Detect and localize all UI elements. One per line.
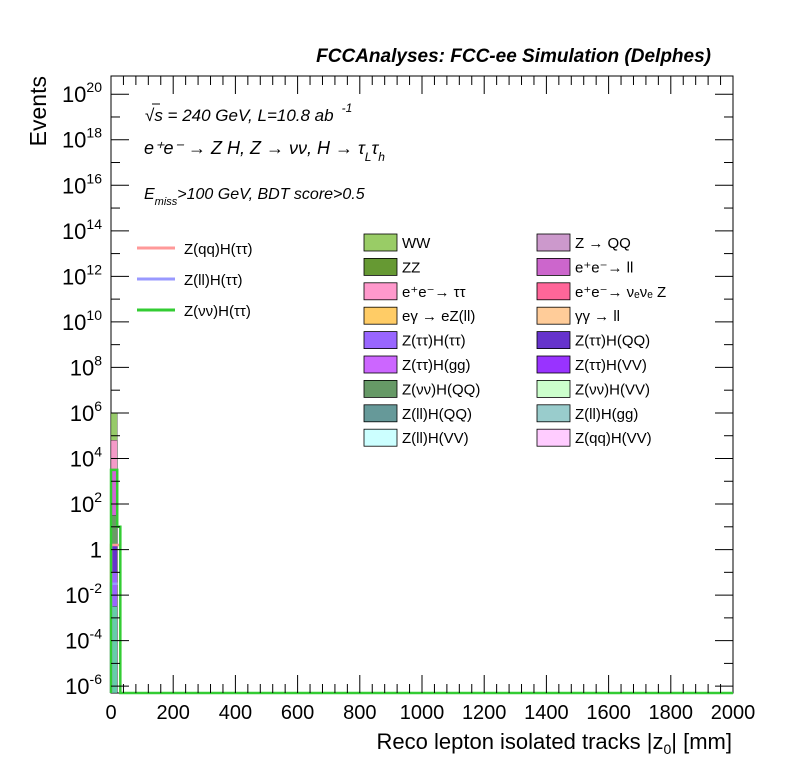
y-tick-label: 1018	[62, 125, 102, 153]
y-tick-labels: 1020 1018 1016 1014 1012 1010 108 106 104 102 1 10-…	[62, 79, 102, 699]
y-tick-label: 104	[70, 443, 102, 471]
cuts-sub: miss	[155, 196, 178, 208]
lines-layer	[109, 468, 733, 695]
legend-box-label: Z(νν)H(VV)	[575, 381, 650, 398]
y-tick-label: 1014	[62, 216, 102, 244]
x-tick-label: 1600	[586, 702, 631, 724]
ticks-layer	[111, 76, 733, 693]
legend-box-label: Z(ll)H(gg)	[575, 406, 638, 423]
x-axis-label-unit: | [mm]	[671, 729, 732, 754]
legend-box-label: e⁺e⁻→ ll	[575, 259, 633, 276]
x-axis-label-sub: 0	[663, 741, 671, 757]
process-tau-l-sub: L	[365, 150, 372, 164]
legend-box-swatch	[536, 331, 571, 350]
cuts-rest: >100 GeV, BDT score>0.5	[177, 186, 364, 203]
legend-box-label: eγ → eZ(ll)	[402, 308, 475, 325]
x-tick-label: 1800	[649, 702, 694, 724]
legend-box-label: Z(ττ)H(QQ)	[575, 333, 650, 350]
process-text: e⁺e⁻ → Z H, Z → νν, H → τ	[144, 138, 366, 158]
legend-box-label: Z(ll)H(VV)	[402, 430, 469, 447]
legend-box-swatch	[536, 306, 571, 325]
legend-box-label: Z → QQ	[575, 235, 631, 252]
legend-box-swatch	[363, 306, 398, 325]
legend-box-swatch	[363, 257, 398, 276]
x-tick-label: 1000	[400, 702, 445, 724]
legend-box-label: Z(ττ)H(gg)	[402, 357, 471, 374]
x-tick-label: 200	[157, 702, 190, 724]
legend-box-label: ZZ	[402, 259, 420, 276]
legend-column-1: WW ZZ e⁺e⁻→ ττ eγ → eZ(ll) Z(ττ)H(ττ) Z(ττ)H(…	[363, 233, 480, 447]
legend-box-label: Z(ττ)H(ττ)	[402, 333, 466, 350]
y-axis-label: Events	[25, 76, 51, 146]
x-tick-label: 600	[281, 702, 314, 724]
energy-text: √s = 240 GeV, L=10.8 ab	[145, 106, 334, 125]
legend-box-swatch	[536, 282, 571, 301]
cuts-annotation: Emiss>100 GeV, BDT score>0.5	[144, 186, 365, 208]
legend-box-label: Z(νν)H(QQ)	[402, 381, 480, 398]
y-tick-label: 1	[90, 538, 102, 563]
legend-box-swatch	[536, 355, 571, 374]
legend-box-swatch	[363, 282, 398, 301]
legend-box-swatch	[363, 379, 398, 398]
y-tick-label: 10-2	[65, 580, 102, 608]
legend-box-swatch	[363, 233, 398, 252]
y-tick-label: 1020	[62, 79, 102, 107]
legend-box-label: Z(qq)H(VV)	[575, 430, 652, 447]
y-tick-label: 10-4	[65, 626, 102, 654]
legend-box-swatch	[536, 233, 571, 252]
x-tick-label: 1400	[524, 702, 569, 724]
cuts-prefix: E	[144, 186, 155, 203]
chart-title: FCCAnalyses: FCC-ee Simulation (Delphes)	[316, 46, 711, 67]
y-tick-label: 102	[70, 489, 102, 517]
legend-box-label: Z(ll)H(QQ)	[402, 406, 472, 423]
legend-box-swatch	[536, 404, 571, 423]
y-tick-label: 10-6	[65, 671, 102, 699]
x-tick-labels: 0 200 400 600 800 1000 1200 1400 1600 1800 2000	[105, 702, 755, 724]
legend-box-label: γγ → ll	[575, 308, 620, 325]
legend-box-swatch	[363, 404, 398, 423]
legend-box-label: e⁺e⁻→ νₑνₑ Z	[575, 284, 666, 301]
x-tick-label: 800	[343, 702, 376, 724]
legend-line-label: Z(ll)H(ττ)	[184, 272, 243, 289]
energy-sup: -1	[342, 101, 353, 115]
legend-box-swatch	[363, 355, 398, 374]
series-line-2	[109, 468, 733, 695]
legend-box-label: Z(ττ)H(VV)	[575, 357, 647, 374]
process-tau-h-sub: h	[378, 150, 385, 164]
x-axis-label: Reco lepton isolated tracks |z0| [mm]	[377, 729, 732, 757]
process-annotation: e⁺e⁻ → Z H, Z → νν, H → τLτh	[144, 138, 385, 164]
legend-line-label: Z(qq)H(ττ)	[184, 241, 253, 258]
legend-lines: Z(qq)H(ττ) Z(ll)H(ττ) Z(νν)H(ττ)	[137, 241, 253, 320]
legend-box-swatch	[536, 379, 571, 398]
legend-line-label: Z(νν)H(ττ)	[184, 303, 251, 320]
legend-box-swatch	[536, 428, 571, 447]
y-tick-label: 1016	[62, 170, 102, 198]
legend-box-label: e⁺e⁻→ ττ	[402, 284, 466, 301]
legend-box-label: WW	[402, 235, 431, 252]
x-tick-label: 2000	[711, 702, 756, 724]
y-tick-label: 1010	[62, 307, 102, 335]
y-tick-label: 106	[70, 398, 102, 426]
legend-box-swatch	[363, 428, 398, 447]
legend-column-2: Z → QQ e⁺e⁻→ ll e⁺e⁻→ νₑνₑ Z γγ → ll Z(ττ)H(…	[536, 233, 666, 447]
process-tau-h: τ	[371, 138, 379, 158]
energy-annotation: √s = 240 GeV, L=10.8 ab -1	[145, 101, 352, 125]
legend-box-swatch	[536, 257, 571, 276]
legend-box-swatch	[363, 331, 398, 350]
y-tick-label: 1012	[62, 261, 102, 289]
x-axis-label-main: Reco lepton isolated tracks |z	[377, 729, 664, 754]
y-tick-label: 108	[70, 352, 102, 380]
x-tick-label: 400	[219, 702, 252, 724]
x-tick-label: 1200	[462, 702, 507, 724]
x-tick-label: 0	[105, 702, 116, 724]
